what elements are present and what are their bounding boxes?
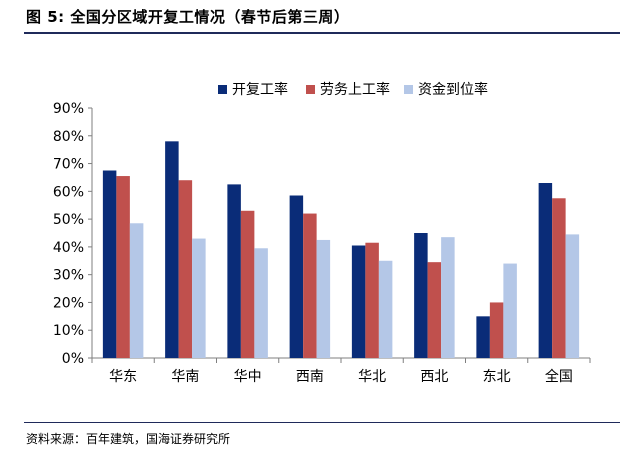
legend-swatch (404, 85, 413, 94)
y-tick-label: 60% (53, 184, 84, 200)
bar-3 (441, 237, 455, 358)
bar-3 (129, 223, 144, 358)
category-label: 华北 (358, 369, 386, 385)
y-tick-label: 40% (53, 240, 84, 256)
bar-1 (289, 195, 304, 358)
y-tick-label: 90% (53, 101, 84, 117)
y-tick-label: 80% (53, 129, 84, 145)
bar-1 (414, 233, 428, 358)
bar-2 (303, 213, 317, 358)
y-tick-label: 0% (62, 351, 84, 367)
figure-title: 图 5: 全国分区域开复工情况（春节后第三周） (26, 8, 350, 26)
category-label: 华南 (171, 369, 199, 385)
bar-3 (565, 234, 580, 358)
y-tick-label: 70% (53, 157, 84, 173)
bar-2 (240, 210, 255, 358)
category-label: 西北 (420, 369, 448, 385)
bar-3 (316, 239, 331, 358)
bottom-rule (24, 422, 620, 423)
y-tick-label: 10% (53, 323, 84, 339)
legend-label: 开复工率 (232, 81, 288, 98)
category-label: 全国 (545, 368, 573, 385)
bar-1 (227, 184, 241, 358)
legend-label: 劳务上工率 (320, 81, 390, 98)
bar-2 (489, 302, 504, 358)
category-label: 东北 (483, 369, 511, 385)
category-label: 华中 (234, 369, 262, 385)
y-tick-label: 30% (53, 268, 84, 284)
bar-3 (254, 248, 268, 358)
top-rule (24, 32, 620, 34)
bar-2 (178, 180, 193, 358)
category-label: 西南 (296, 369, 324, 385)
source-note: 资料来源：百年建筑，国海证券研究所 (26, 432, 231, 446)
category-label: 华东 (109, 369, 137, 385)
legend-swatch (218, 85, 227, 94)
bar-2 (552, 198, 566, 358)
bar-1 (102, 170, 117, 358)
bar-1 (538, 183, 553, 358)
bar-1 (476, 316, 490, 358)
bar-1 (351, 245, 366, 358)
y-tick-label: 50% (53, 212, 84, 228)
bar-2 (427, 262, 442, 358)
bar-3 (192, 238, 206, 358)
bar-2 (116, 176, 130, 358)
bar-2 (365, 242, 379, 358)
bar-chart: 0% 10% 20% 30% 40% 50% 60% 70% 80% 90% 华东 华南 华中 西南 华北 西… (53, 81, 591, 385)
bar-3 (378, 260, 393, 358)
y-tick-label: 20% (53, 295, 84, 311)
legend-label: 资金到位率 (418, 81, 488, 98)
legend-swatch (306, 85, 315, 94)
bar-3 (503, 263, 517, 358)
bar-1 (165, 141, 179, 358)
